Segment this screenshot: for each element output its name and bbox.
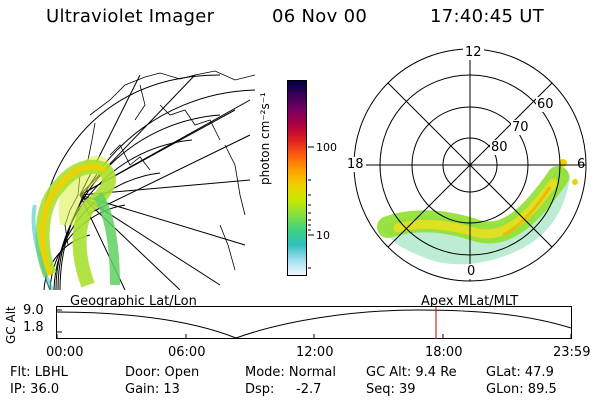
mlat-label-60: 60 bbox=[536, 97, 555, 112]
timeline-frame bbox=[56, 306, 572, 339]
dsp-info-label: Dsp: bbox=[245, 382, 275, 397]
polar-mlt-panel bbox=[353, 48, 587, 282]
mode-info: Mode: Normal bbox=[245, 365, 336, 380]
glon-info: GLon: 89.5 bbox=[486, 382, 557, 397]
polar-grid bbox=[353, 48, 587, 282]
timeline-xtick-1800: 18:00 bbox=[425, 345, 463, 360]
mlat-label-80: 80 bbox=[490, 140, 509, 155]
date-label: 06 Nov 00 bbox=[272, 6, 368, 27]
polar-panel-label: Apex MLat/MLT bbox=[421, 294, 519, 309]
auroral-oval-edge bbox=[31, 204, 54, 290]
colorbar-tick-100: 100 bbox=[316, 141, 337, 154]
auroral-oval-inner bbox=[93, 192, 120, 286]
ip-info: IP: 36.0 bbox=[10, 382, 60, 397]
orbit-altitude-curve bbox=[56, 309, 572, 339]
mlt-label-12: 12 bbox=[463, 45, 484, 60]
timeline-xtick-2359: 23:59 bbox=[553, 345, 591, 360]
seq-info: Seq: 39 bbox=[366, 382, 416, 397]
timeline-plot bbox=[56, 306, 572, 339]
aurora-glow bbox=[383, 167, 570, 265]
timeline-ytick-top: 9.0 bbox=[23, 303, 44, 318]
gain-info: Gain: 13 bbox=[125, 382, 180, 397]
timeline-xtick-0600: 06:00 bbox=[168, 345, 206, 360]
mlat-label-70: 70 bbox=[511, 120, 530, 135]
time-label: 17:40:45 UT bbox=[430, 6, 545, 27]
filter-info: Flt: LBHL bbox=[10, 365, 68, 380]
geo-panel-label: Geographic Lat/Lon bbox=[70, 294, 197, 309]
door-info: Door: Open bbox=[125, 365, 200, 380]
mlt-label-18: 18 bbox=[345, 157, 366, 172]
colorbar-ticks bbox=[308, 146, 314, 269]
auroral-oval-peak bbox=[39, 163, 107, 277]
colorbar bbox=[287, 80, 307, 276]
latitude-grid bbox=[43, 89, 256, 290]
timeline-xtick-1200: 12:00 bbox=[296, 345, 334, 360]
aurora-spot-2 bbox=[572, 179, 578, 185]
colorbar-tick-10: 10 bbox=[316, 229, 330, 242]
gc-alt-info: GC Alt: 9.4 Re bbox=[366, 365, 457, 380]
geographic-map-panel bbox=[31, 70, 256, 290]
colorbar-gradient bbox=[288, 81, 306, 275]
colorbar-unit-label: photon cm⁻²s⁻¹ bbox=[258, 92, 272, 185]
dsp-info-value: -2.7 bbox=[296, 382, 322, 397]
aurora-peak bbox=[502, 186, 552, 237]
timeline-xtick-0000: 00:00 bbox=[46, 345, 84, 360]
timeline-ticks bbox=[56, 309, 572, 339]
mlt-label-6: 6 bbox=[577, 157, 586, 172]
mlt-label-0: 0 bbox=[465, 264, 478, 279]
timeline-ytick-bottom: 1.8 bbox=[23, 320, 44, 335]
timeline-axis-title: GC Alt bbox=[4, 306, 18, 344]
glat-info: GLat: 47.9 bbox=[486, 365, 554, 380]
instrument-title: Ultraviolet Imager bbox=[46, 6, 215, 27]
